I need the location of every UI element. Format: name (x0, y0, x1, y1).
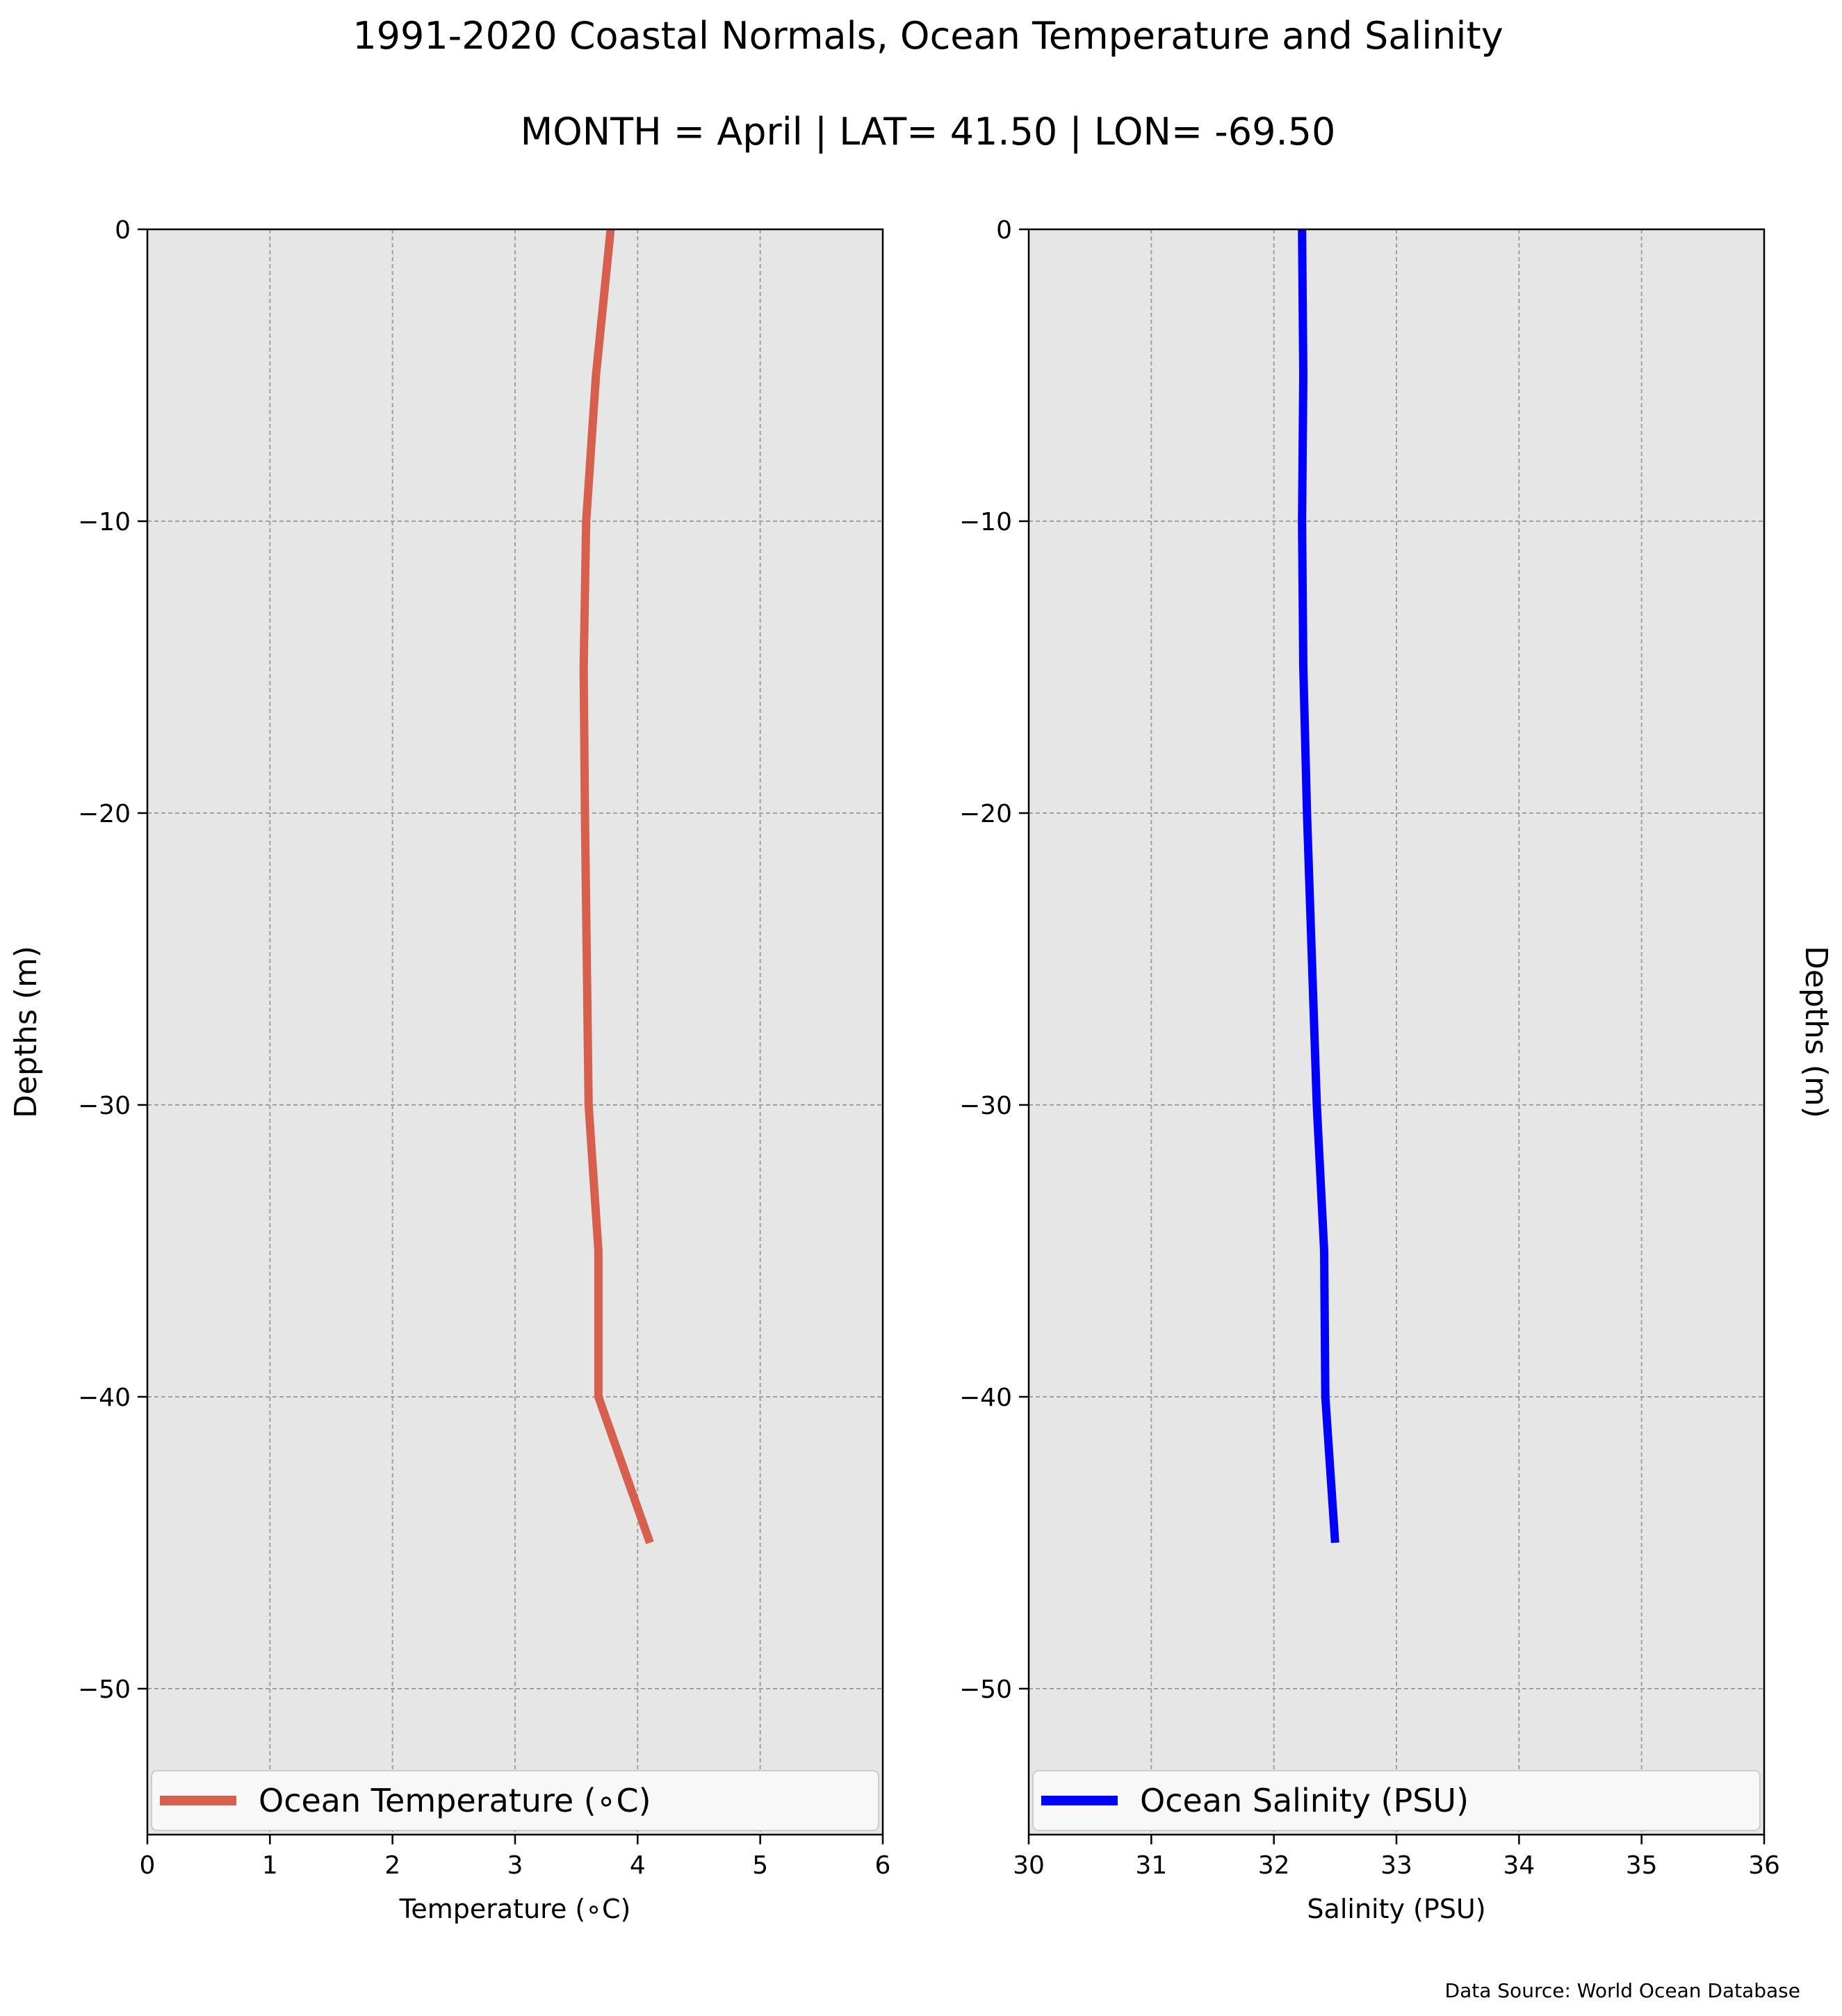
y-tick-label: −50 (959, 1675, 1012, 1704)
x-axis-label: Salinity (PSU) (1307, 1894, 1485, 1924)
y-tick-label: −30 (959, 1092, 1012, 1120)
y-tick-label: −40 (78, 1384, 131, 1412)
legend-box (1032, 1770, 1761, 1831)
y-tick-label: 0 (115, 216, 131, 245)
y-tick-label: −10 (959, 508, 1012, 536)
salinity-panel: 30 31 32 33 34 35 36 0 −10 −20 −30 −40 −50 Salinity (… (959, 216, 1834, 1924)
legend-label: Ocean Salinity (PSU) (1140, 1782, 1469, 1819)
x-tick-label: 6 (875, 1851, 891, 1880)
x-tick-label: 36 (1748, 1851, 1780, 1880)
x-tick-label: 4 (630, 1851, 646, 1880)
x-axis-label: Temperature (∘C) (399, 1894, 631, 1924)
y-axis-label: Depths (m) (8, 946, 44, 1118)
data-source-note: Data Source: World Ocean Database (1445, 1979, 1800, 2002)
legend-label: Ocean Temperature (∘C) (259, 1782, 651, 1819)
x-tick-label: 1 (262, 1851, 278, 1880)
y-tick-label: −10 (78, 508, 131, 536)
y-tick-label: −30 (78, 1092, 131, 1120)
x-tick-label: 33 (1380, 1851, 1412, 1880)
y-tick-label: −40 (959, 1384, 1012, 1412)
y-axis-label: Depths (m) (1798, 946, 1834, 1118)
y-tick-label: −20 (959, 800, 1012, 828)
data-series-line (579, 229, 654, 1544)
legend-box (151, 1770, 879, 1831)
x-tick-label: 31 (1135, 1851, 1167, 1880)
y-tick-label: −20 (78, 800, 131, 828)
data-series-line (1298, 229, 1339, 1543)
x-tick-label: 34 (1503, 1851, 1535, 1880)
x-tick-label: 3 (507, 1851, 523, 1880)
x-tick-label: 30 (1013, 1851, 1045, 1880)
temperature-panel: 0 1 2 3 4 5 6 0 −10 −20 −30 −40 −50 Temperature (∘C) D… (8, 216, 890, 1924)
x-tick-label: 35 (1626, 1851, 1658, 1880)
x-tick-label: 0 (140, 1851, 156, 1880)
y-tick-label: 0 (996, 216, 1012, 245)
x-tick-label: 32 (1258, 1851, 1290, 1880)
x-tick-label: 5 (752, 1851, 768, 1880)
chart-title: 1991-2020 Coastal Normals, Ocean Tempera… (352, 14, 1503, 58)
chart-subtitle: MONTH = April | LAT= 41.50 | LON= -69.50 (521, 110, 1336, 154)
y-tick-label: −50 (78, 1675, 131, 1704)
x-tick-label: 2 (384, 1851, 400, 1880)
